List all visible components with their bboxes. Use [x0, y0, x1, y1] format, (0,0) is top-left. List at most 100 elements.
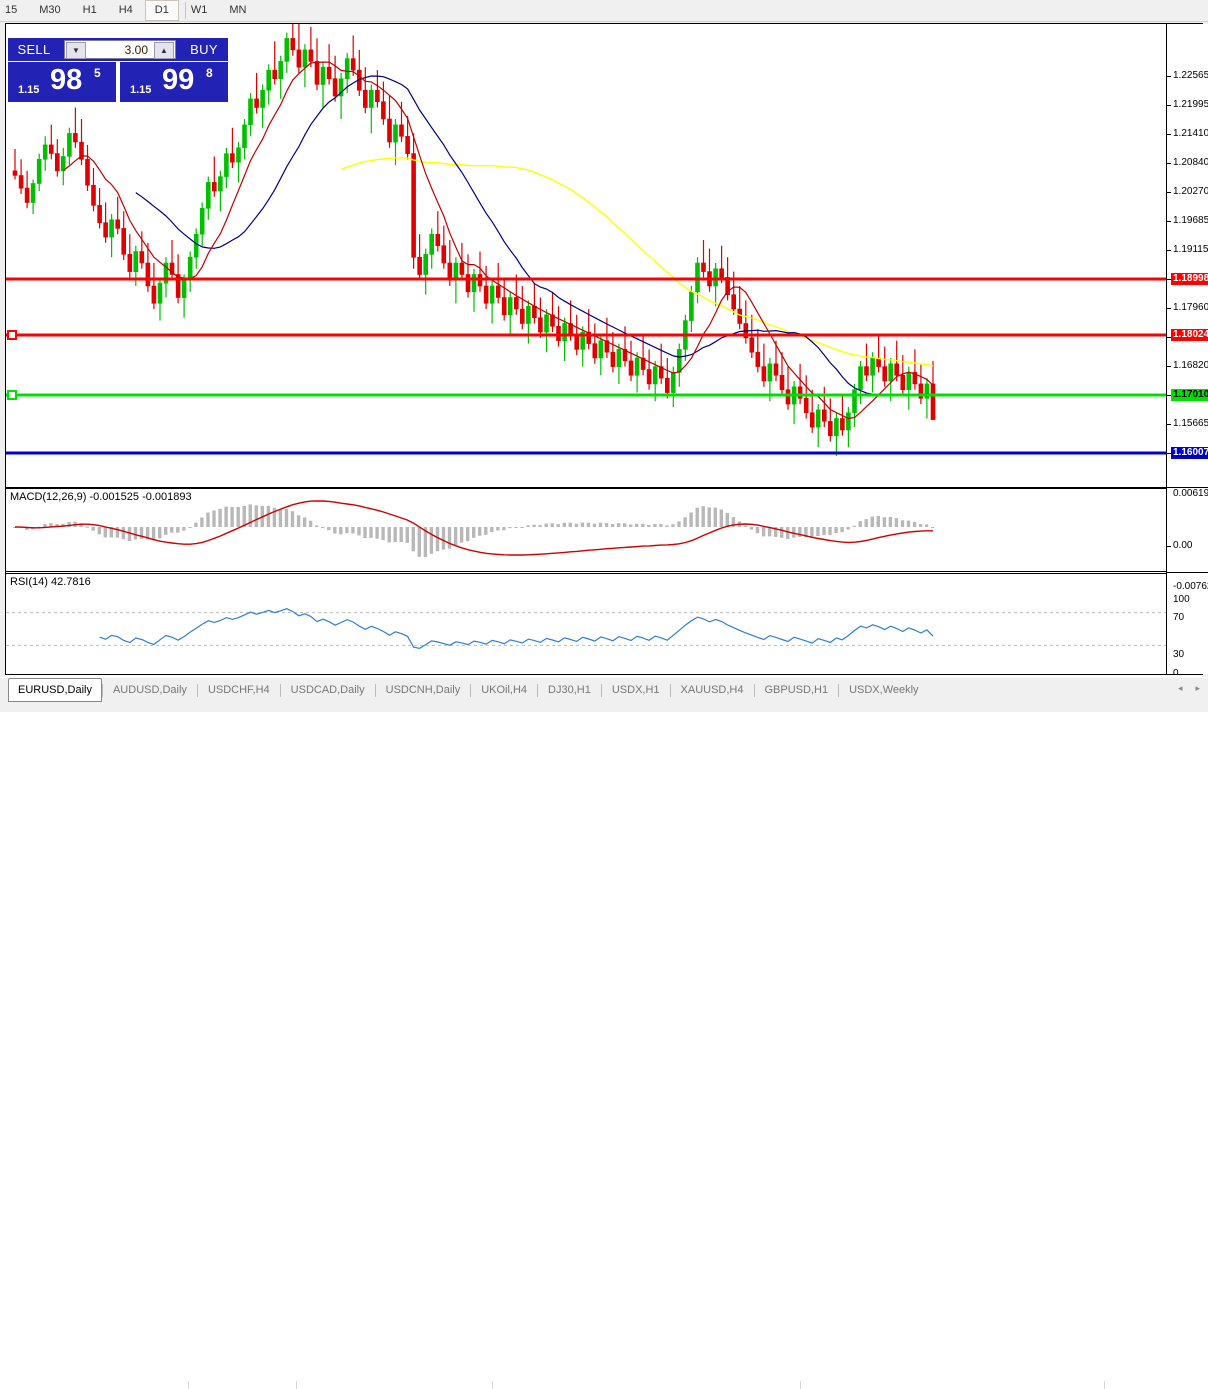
candlestick	[242, 119, 247, 160]
candlestick	[67, 127, 72, 166]
tab-usdcad-daily[interactable]: USDCAD,Daily	[290, 684, 365, 696]
macd-histogram-bar	[200, 517, 204, 527]
sell-price-fraction: 5	[94, 66, 101, 80]
macd-histogram-bar	[792, 527, 796, 538]
volume-decrement-icon[interactable]: ▼	[66, 42, 86, 59]
sell-price-box[interactable]: 1.15 98 5	[8, 62, 116, 102]
timeframe-h1[interactable]: H1	[82, 4, 97, 16]
price-level-badge[interactable]: 1.17010	[1171, 389, 1208, 401]
tab-usdx-weekly[interactable]: USDX,Weekly	[849, 684, 919, 696]
candlestick	[501, 277, 507, 321]
candlestick	[465, 254, 471, 298]
tab-usdcnh-daily[interactable]: USDCNH,Daily	[385, 684, 461, 696]
macd-histogram-bar	[109, 527, 113, 538]
candlestick	[254, 72, 259, 114]
timeframe-mn[interactable]: MN	[229, 4, 247, 16]
macd-histogram-bar	[574, 523, 579, 527]
volume-increment-icon[interactable]: ▲	[154, 42, 174, 59]
macd-histogram-bar	[97, 527, 101, 535]
tab-scroll-left-icon[interactable]: ◂	[1177, 683, 1183, 693]
timeframe-h4[interactable]: H4	[118, 4, 133, 16]
macd-histogram-bar	[707, 507, 711, 527]
tab-scroll-right-icon[interactable]: ▸	[1195, 683, 1200, 693]
one-click-trade-panel[interactable]: SELL ▼ 3.00 ▲ BUY 1.15 98 5 1.15 99 8	[8, 38, 228, 102]
tab-usdchf-h4[interactable]: USDCHF,H4	[207, 684, 270, 696]
candlestick	[79, 119, 84, 166]
macd-histogram-bar	[429, 527, 434, 554]
macd-histogram-bar	[242, 506, 246, 527]
macd-histogram-bar	[369, 527, 373, 538]
volume-stepper[interactable]: ▼ 3.00 ▲	[64, 40, 176, 59]
candlestick	[918, 363, 924, 405]
tab-gbpusd-h1[interactable]: GBPUSD,H1	[764, 684, 829, 696]
tab-ukoil-h4[interactable]: UKOil,H4	[481, 684, 528, 696]
candlestick	[459, 242, 465, 281]
candlestick	[803, 375, 809, 419]
macd-histogram-bar	[158, 527, 162, 539]
status-grid	[0, 1381, 1208, 1389]
macd-histogram-bar	[719, 509, 723, 527]
candlestick	[489, 280, 495, 324]
macd-histogram-bar	[780, 527, 784, 538]
macd-histogram-bar	[103, 527, 107, 538]
rsi-scale-label: 0	[1173, 669, 1179, 679]
buy-price-box[interactable]: 1.15 99 8	[120, 62, 228, 102]
price-tick-label: 1.21410	[1173, 128, 1208, 139]
tab-divider	[279, 684, 281, 697]
macd-scale-label: 0.00	[1173, 540, 1193, 551]
price-level-badge[interactable]: 1.16007	[1171, 447, 1208, 459]
price-tick-label: 1.21995	[1173, 99, 1208, 110]
price-scale[interactable]: 1.22565 1.21995 1.21410 1.20840 1.20270 1.196…	[1166, 24, 1208, 679]
chart-window[interactable]: ▲EURUSD,Daily1.15991 1.16153 1.15973 1.1…	[5, 23, 1208, 690]
macd-histogram-bar	[816, 527, 820, 536]
level-line-handle[interactable]	[7, 390, 17, 400]
price-level-badge[interactable]: 1.18998	[1171, 273, 1208, 285]
rsi-pane[interactable]: RSI(14) 42.7816	[6, 573, 1166, 674]
macd-histogram-bar	[538, 525, 542, 527]
candlestick	[827, 398, 833, 442]
candlestick	[97, 188, 102, 229]
candlestick	[103, 202, 108, 243]
sell-button[interactable]: SELL	[8, 38, 60, 61]
ma-fast-line	[62, 61, 934, 420]
macd-histogram-bar	[767, 527, 772, 537]
macd-scale-label: 0.00619	[1173, 488, 1208, 499]
timeframe-d1[interactable]: D1	[144, 0, 179, 21]
macd-histogram-bar	[484, 527, 488, 535]
volume-value[interactable]: 3.00	[124, 43, 148, 57]
candlestick	[224, 147, 229, 189]
ma-mid-line	[135, 75, 934, 397]
tab-audusd-daily[interactable]: AUDUSD,Daily	[112, 684, 187, 696]
macd-histogram-bar	[623, 523, 627, 527]
candlestick	[236, 142, 241, 183]
macd-histogram-bar	[912, 521, 917, 527]
price-level-badge[interactable]: 1.18024	[1171, 329, 1208, 341]
rsi-scale-label: 30	[1173, 649, 1185, 660]
macd-pane[interactable]: MACD(12,26,9) -0.001525 -0.001893	[6, 488, 1166, 572]
buy-price-main: 99	[162, 64, 195, 96]
tab-usdx-h1[interactable]: USDX,H1	[611, 684, 660, 696]
timeframe-15[interactable]: 15	[5, 4, 18, 16]
tab-xauusd-h4[interactable]: XAUUSD,H4	[680, 684, 744, 696]
timeframe-toolbar: 15 M30 H1 H4 D1 W1 MN	[0, 0, 1208, 22]
candlestick	[519, 286, 525, 330]
macd-histogram-bar	[900, 520, 905, 527]
candlestick	[779, 352, 785, 396]
candlestick	[513, 274, 519, 315]
timeframe-w1[interactable]: W1	[190, 4, 208, 16]
macd-histogram-bar	[459, 527, 464, 543]
level-line-handle[interactable]	[7, 330, 17, 340]
candlestick	[683, 314, 688, 361]
buy-button[interactable]: BUY	[180, 38, 228, 61]
tab-dj30-h1[interactable]: DJ30,H1	[548, 684, 591, 696]
timeframe-m30[interactable]: M30	[39, 4, 61, 16]
tab-eurusd-daily[interactable]: EURUSD,Daily	[8, 678, 102, 702]
macd-histogram-bar	[266, 505, 271, 527]
candlestick	[54, 139, 60, 177]
candlestick	[544, 309, 549, 353]
candlestick	[538, 297, 543, 338]
macd-histogram-bar	[387, 527, 391, 543]
macd-histogram-bar	[115, 527, 120, 538]
macd-histogram-bar	[254, 505, 258, 527]
macd-histogram-bar	[176, 527, 180, 533]
